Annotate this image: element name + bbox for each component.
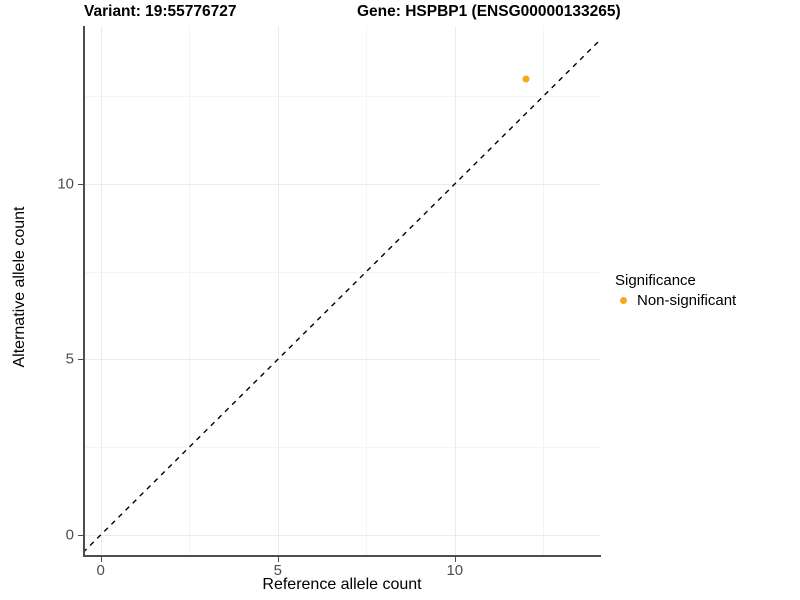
legend-item-label: Non-significant [637,292,737,309]
legend-item[interactable]: Non-significant [615,292,736,309]
variant-title: Variant: 19:55776727 [84,3,237,20]
gridline-vertical-minor [189,26,191,556]
x-axis-title: Reference allele count [262,576,422,593]
gene-title: Gene: HSPBP1 (ENSG00000133265) [357,3,621,20]
y-axis-line [83,26,85,557]
legend-items: Non-significant [615,292,736,309]
legend-dot [620,297,627,304]
gridline-vertical-minor [366,26,368,556]
y-tick-mark [78,359,83,361]
legend: Significance Non-significant [615,272,736,309]
gridline-horizontal-major [83,534,600,536]
y-axis-title: Alternative allele count [11,206,28,368]
x-tick-mark [454,557,456,562]
gridline-horizontal-minor [83,96,600,98]
data-point[interactable] [522,75,530,83]
gridline-horizontal-major [83,359,600,361]
legend-point-icon [615,292,632,309]
x-tick-mark [100,557,102,562]
x-tick-mark [277,557,279,562]
gridline-vertical-minor [543,26,545,556]
y-tick-label: 10 [57,175,74,193]
x-axis-line [83,555,601,557]
gridline-horizontal-minor [83,271,600,273]
gridline-horizontal-minor [83,447,600,449]
gridline-horizontal-major [83,183,600,185]
x-tick-label: 10 [446,562,464,579]
y-tick-mark [78,183,83,185]
gridline-vertical-major [100,26,102,556]
legend-title: Significance [615,272,696,289]
y-tick-mark [78,534,83,536]
y-tick-label: 0 [65,526,74,544]
x-tick-label: 0 [96,562,105,579]
gridline-vertical-major [277,26,279,556]
gridline-vertical-major [454,26,456,556]
x-tick-label: 5 [273,562,282,579]
y-tick-label: 5 [65,350,74,368]
plot-panel [83,26,600,556]
identity-reference-line [83,26,600,556]
